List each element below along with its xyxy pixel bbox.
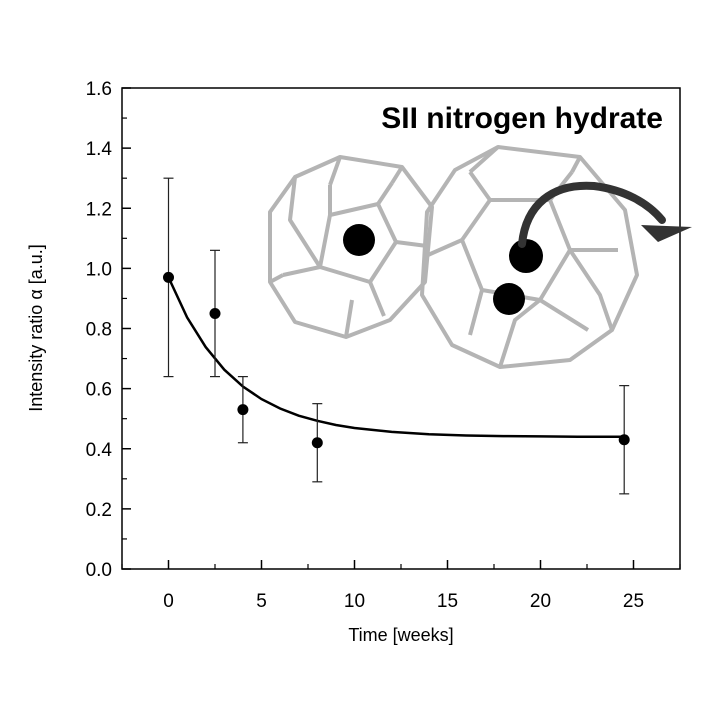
data-point [237,404,249,416]
guest-molecule-large-cage-upper [509,239,543,273]
x-tick-label: 20 [530,591,551,612]
data-marks [163,177,630,495]
data-point [311,437,323,449]
guest-molecule-small-cage [343,224,375,256]
x-tick-label: 0 [163,591,174,612]
x-tick-label: 10 [344,591,365,612]
x-tick-label: 15 [437,591,458,612]
data-point [209,307,221,319]
cage-illustration [268,145,639,369]
y-axis-ticks: 0.0 0.2 0.4 0.6 0.8 1.0 1.2 1.4 1.6 [86,79,131,581]
hopping-arrow-icon [518,181,692,248]
y-tick-label: 0.0 [86,560,112,581]
y-tick-label: 1.4 [86,139,113,160]
y-tick-label: 0.4 [86,440,113,461]
y-tick-label: 0.2 [86,500,112,521]
large-cage-drawing [420,145,639,369]
x-tick-label: 5 [256,591,267,612]
x-tick-label: 25 [623,591,644,612]
small-cage-drawing [268,155,434,339]
data-point [163,271,174,283]
y-tick-label: 1.2 [86,199,112,220]
y-tick-label: 1.0 [86,259,112,280]
chart-title: SII nitrogen hydrate [381,102,663,135]
data-point [618,434,630,446]
y-tick-label: 0.8 [86,320,112,341]
y-tick-label: 0.6 [86,380,112,401]
y-tick-label: 1.6 [86,79,112,100]
y-axis-label: Intensity ratio α [a.u.] [26,244,46,411]
x-axis-ticks: 0 5 10 15 20 25 [121,560,681,612]
plot-frame [121,87,681,570]
guest-molecule-large-cage-lower [493,283,525,315]
x-axis-label: Time [weeks] [348,625,453,645]
fit-curve [167,276,625,438]
